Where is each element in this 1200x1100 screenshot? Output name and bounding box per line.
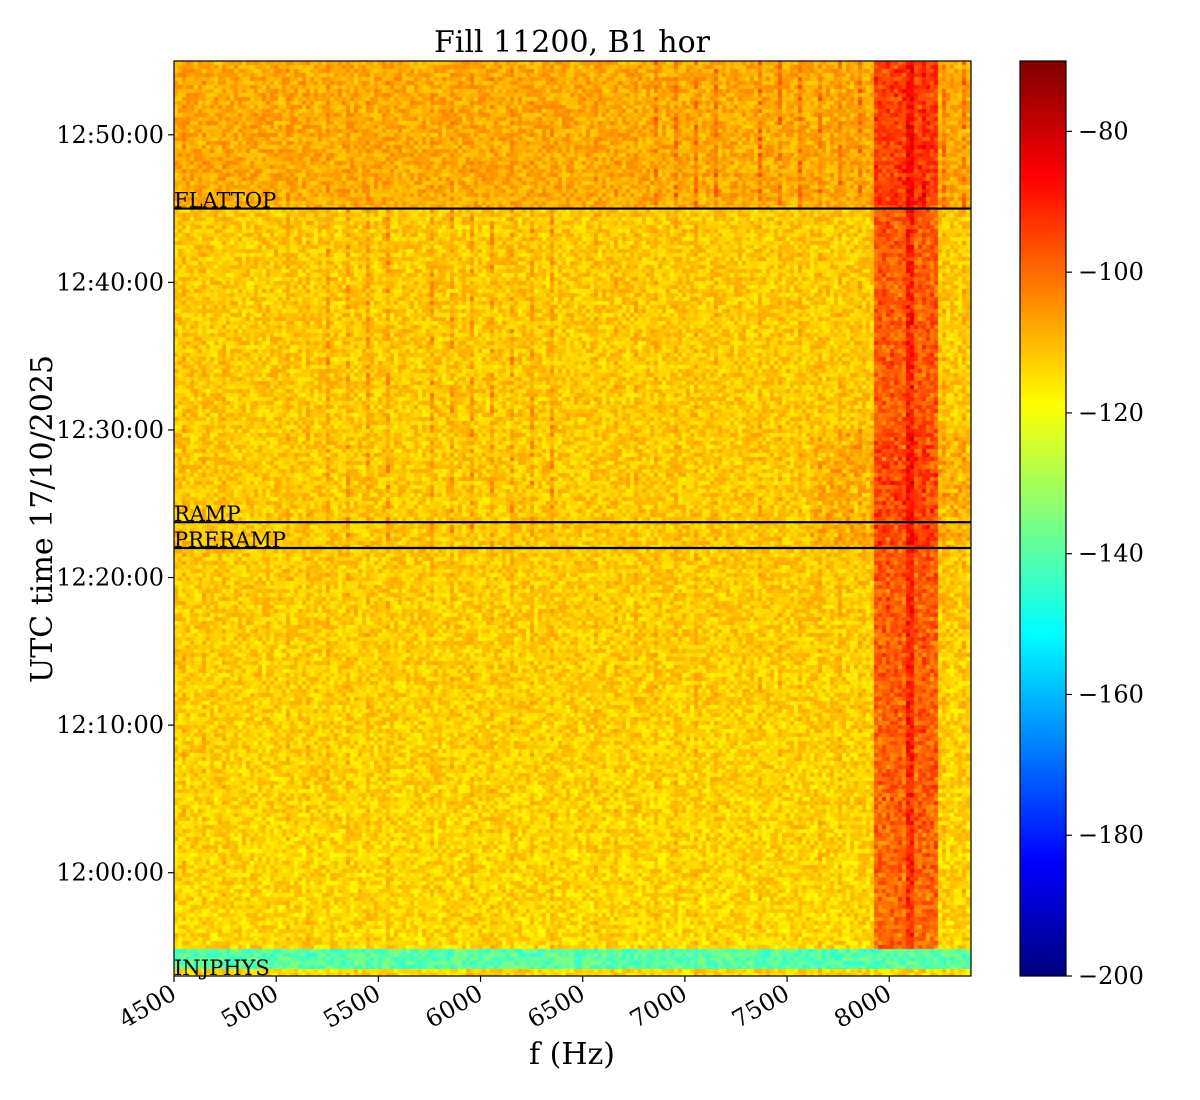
colorbar-tick-label: −140 [1078, 540, 1144, 568]
y-tick-label: 12:40:00 [56, 268, 164, 296]
event-label: INJPHYS [174, 956, 270, 980]
x-tick-label: 7000 [625, 979, 692, 1034]
chart-title: Fill 11200, B1 hor [434, 25, 711, 60]
heatmap [174, 61, 971, 976]
colorbar-tick-label: −180 [1078, 821, 1144, 849]
event-label: FLATTOP [174, 189, 276, 213]
y-axis-ticks: 12:00:00 12:10:00 12:20:00 12:30:00 12:40:00… [56, 121, 174, 887]
colorbar-gradient [1020, 61, 1066, 976]
x-tick-label: 6000 [421, 979, 488, 1034]
colorbar-tick-label: −100 [1078, 258, 1144, 286]
colorbar-tick-label: −80 [1078, 117, 1129, 145]
plot-frame [173, 60, 972, 977]
x-tick-label: 4500 [114, 979, 181, 1034]
x-tick-label: 8000 [829, 979, 896, 1034]
event-label: RAMP [174, 502, 241, 526]
x-axis-label: f (Hz) [529, 1037, 615, 1072]
event-label: PRERAMP [174, 528, 286, 552]
x-tick-label: 5500 [318, 979, 385, 1034]
colorbar-tick-label: −160 [1078, 680, 1144, 708]
y-tick-label: 12:00:00 [56, 859, 164, 887]
y-axis-label: UTC time 17/10/2025 [25, 355, 60, 683]
x-tick-label: 6500 [523, 979, 590, 1034]
x-tick-label: 7500 [727, 979, 794, 1034]
colorbar: −80 −100 −120 −140 −160 −180 −200 [1019, 60, 1144, 990]
x-tick-label: 5000 [216, 979, 283, 1034]
colorbar-tick-label: −200 [1078, 962, 1144, 990]
y-tick-label: 12:10:00 [56, 711, 164, 739]
x-axis-ticks: 4500 5000 5500 6000 6500 7000 7500 8000 [114, 976, 896, 1034]
colorbar-frame [1019, 60, 1067, 977]
y-tick-label: 12:30:00 [56, 416, 164, 444]
colorbar-tick-label: −120 [1078, 399, 1144, 427]
y-tick-label: 12:50:00 [56, 121, 164, 149]
colorbar-ticks: −80 −100 −120 −140 −160 −180 −200 [1066, 117, 1144, 990]
y-tick-label: 12:20:00 [56, 564, 164, 592]
